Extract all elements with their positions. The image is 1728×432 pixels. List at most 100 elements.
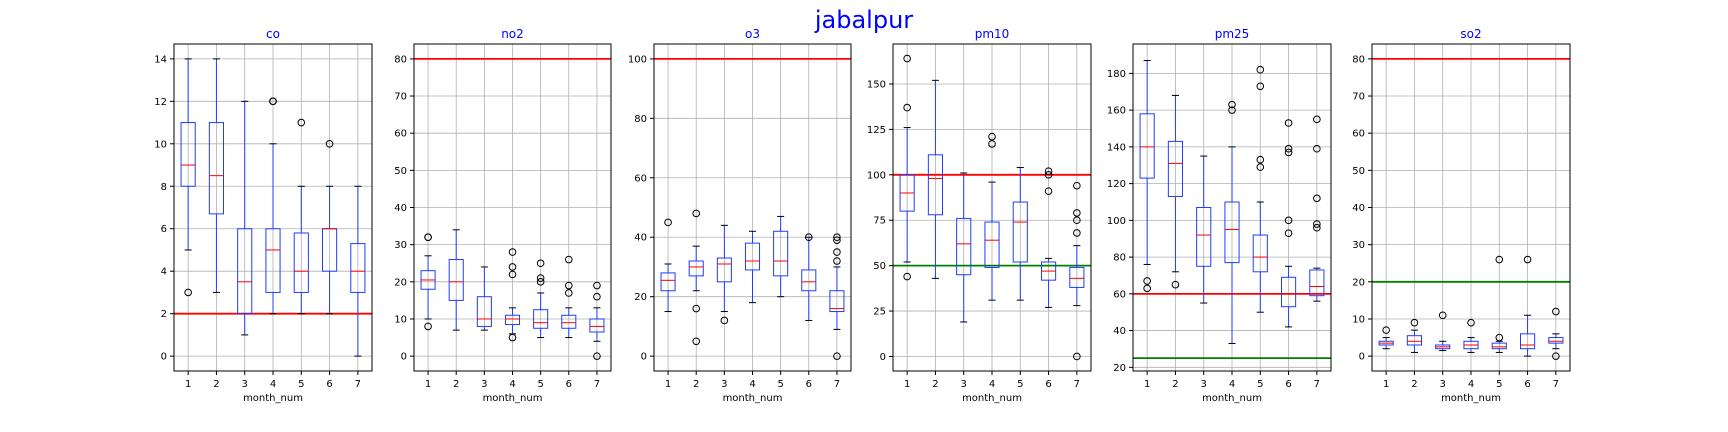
x-tick-label: 6 bbox=[566, 379, 572, 390]
x-tick-label: 1 bbox=[1383, 379, 1389, 390]
outlier-point bbox=[903, 103, 911, 112]
y-tick-label: 0 bbox=[1359, 352, 1365, 363]
box-month-4 bbox=[744, 230, 761, 304]
figure-title: jabalpur bbox=[814, 6, 913, 34]
x-axis-label: month_num bbox=[1441, 393, 1501, 404]
panel-title: pm25 bbox=[1215, 27, 1250, 41]
y-tick-label: 60 bbox=[394, 129, 407, 140]
box-month-3 bbox=[956, 172, 972, 323]
y-tick-label: 0 bbox=[401, 352, 407, 363]
iqr-box bbox=[533, 309, 549, 329]
iqr-box bbox=[589, 318, 605, 333]
y-tick-label: 30 bbox=[394, 240, 407, 251]
box-month-4 bbox=[265, 97, 281, 315]
y-tick-label: 40 bbox=[1352, 203, 1365, 214]
box-month-7 bbox=[350, 185, 366, 357]
outlier-point bbox=[692, 209, 701, 218]
y-tick-label: 70 bbox=[1352, 92, 1365, 103]
x-tick-label: 4 bbox=[1229, 379, 1235, 390]
box-month-4 bbox=[1224, 100, 1240, 344]
iqr-box bbox=[561, 314, 577, 329]
x-tick-label: 4 bbox=[1468, 379, 1474, 390]
y-tick-label: 14 bbox=[154, 54, 167, 65]
iqr-box bbox=[660, 272, 676, 292]
x-tick-label: 2 bbox=[932, 379, 938, 390]
x-tick-label: 7 bbox=[355, 379, 361, 390]
iqr-box bbox=[1281, 276, 1297, 308]
x-axis-label: month_num bbox=[723, 393, 783, 404]
iqr-box bbox=[476, 296, 492, 327]
y-tick-label: 150 bbox=[867, 79, 886, 90]
outlier-point bbox=[1171, 280, 1180, 289]
outlier-point bbox=[536, 274, 545, 282]
y-tick-label: 12 bbox=[154, 97, 167, 108]
outlier-point bbox=[664, 218, 672, 227]
box-month-1 bbox=[180, 58, 196, 297]
box-month-3 bbox=[1196, 155, 1212, 304]
x-axis-label: month_num bbox=[483, 393, 543, 404]
outlier-point bbox=[508, 248, 517, 256]
x-tick-label: 4 bbox=[509, 379, 515, 390]
outlier-point bbox=[1495, 255, 1504, 264]
outlier-point bbox=[1313, 223, 1321, 232]
x-tick-label: 3 bbox=[481, 379, 487, 390]
box-month-2 bbox=[927, 79, 943, 279]
y-tick-label: 2 bbox=[161, 309, 167, 320]
iqr-box bbox=[1196, 207, 1212, 267]
box-month-3 bbox=[237, 100, 253, 336]
box-month-1 bbox=[420, 233, 436, 331]
panel-title: co bbox=[266, 27, 280, 41]
panel-title: pm10 bbox=[975, 27, 1010, 41]
box-month-3 bbox=[476, 266, 492, 331]
x-tick-label: 5 bbox=[1257, 379, 1263, 390]
outlier-point bbox=[1228, 100, 1236, 109]
x-tick-label: 2 bbox=[693, 379, 699, 390]
iqr-box bbox=[1309, 269, 1325, 297]
box-month-6 bbox=[1520, 255, 1536, 357]
x-tick-label: 7 bbox=[1314, 379, 1320, 390]
box-month-1 bbox=[899, 54, 915, 281]
x-tick-label: 4 bbox=[270, 379, 276, 390]
y-tick-label: 180 bbox=[1107, 69, 1126, 80]
box-month-1 bbox=[1378, 326, 1394, 350]
x-tick-label: 6 bbox=[326, 379, 332, 390]
x-tick-label: 6 bbox=[1285, 379, 1291, 390]
box-month-5 bbox=[1252, 65, 1268, 313]
outlier-point bbox=[1552, 352, 1560, 360]
iqr-box bbox=[984, 221, 1000, 268]
y-tick-label: 60 bbox=[1352, 129, 1365, 140]
y-tick-label: 0 bbox=[880, 352, 886, 363]
box-month-6 bbox=[1281, 119, 1297, 328]
x-tick-label: 6 bbox=[1524, 379, 1530, 390]
x-tick-label: 1 bbox=[904, 379, 910, 390]
iqr-box bbox=[504, 314, 521, 326]
outlier-point bbox=[508, 333, 517, 342]
outlier-point bbox=[1313, 220, 1321, 228]
y-tick-label: 40 bbox=[1113, 326, 1126, 337]
x-tick-label: 6 bbox=[806, 379, 812, 390]
y-tick-label: 30 bbox=[1352, 240, 1365, 251]
panel-pm25: 20 40 60 80 100 120 140 160 180 1 2 3 4 5 6 7 pm25 month_… bbox=[1107, 27, 1332, 404]
outlier-point bbox=[833, 233, 841, 242]
panel-so2: 0 10 20 30 40 50 60 70 80 1 2 3 4 5 6 7 so2 month_num bbox=[1352, 27, 1571, 404]
y-tick-label: 75 bbox=[873, 216, 886, 227]
panel-no2: 0 10 20 30 40 50 60 70 80 1 2 3 4 5 6 7 no2 month_num bbox=[394, 27, 612, 404]
x-tick-label: 3 bbox=[242, 379, 248, 390]
iqr-box bbox=[716, 257, 732, 283]
outlier-point bbox=[720, 316, 729, 325]
iqr-box bbox=[1491, 342, 1507, 350]
box-month-4 bbox=[1463, 318, 1479, 353]
y-tick-label: 80 bbox=[634, 114, 647, 125]
outlier-point bbox=[1073, 229, 1081, 237]
x-tick-label: 1 bbox=[185, 379, 191, 390]
iqr-box bbox=[829, 290, 845, 313]
x-tick-label: 2 bbox=[1172, 379, 1178, 390]
x-tick-label: 1 bbox=[425, 379, 431, 390]
outlier-point bbox=[1284, 216, 1293, 225]
y-tick-label: 6 bbox=[161, 224, 167, 235]
iqr-box bbox=[265, 228, 281, 293]
y-tick-label: 25 bbox=[873, 307, 886, 318]
y-tick-label: 8 bbox=[161, 182, 167, 193]
outlier-point bbox=[1256, 65, 1265, 74]
